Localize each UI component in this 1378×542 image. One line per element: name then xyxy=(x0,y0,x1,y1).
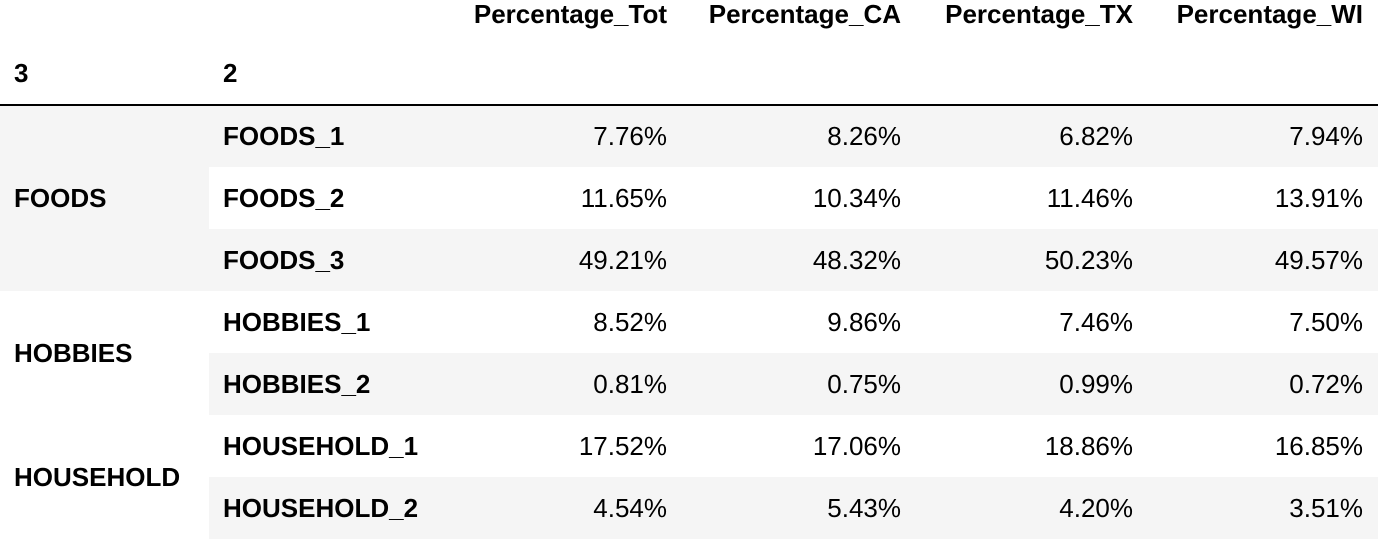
cell-value: 49.21% xyxy=(456,229,682,291)
column-header: Percentage_CA xyxy=(708,0,901,29)
table-row: HOBBIES_2 0.81% 0.75% 0.99% 0.72% xyxy=(0,353,1378,415)
cell-value: 48.32% xyxy=(682,229,916,291)
column-header: Percentage_TX xyxy=(945,0,1133,29)
cell-value: 9.86% xyxy=(827,306,901,337)
column-header-row: Percentage_Tot Percentage_CA Percentage_… xyxy=(0,0,1378,31)
table-row: HOUSEHOLD_2 4.54% 5.43% 4.20% 3.51% xyxy=(0,477,1378,539)
cell-value: 50.23% xyxy=(916,229,1148,291)
blank-header-cell xyxy=(916,31,1148,105)
index-name-row: 3 2 xyxy=(0,31,1378,105)
cell-value: 7.94% xyxy=(1148,105,1378,167)
table-row: FOODS_2 11.65% 10.34% 11.46% 13.91% xyxy=(0,167,1378,229)
cell-value: 7.50% xyxy=(1289,306,1363,337)
group-label: FOODS xyxy=(0,105,209,291)
cell-value: 8.26% xyxy=(682,105,916,167)
row-label: HOBBIES_1 xyxy=(223,306,371,337)
cell-value: 0.81% xyxy=(456,353,682,415)
blank-header-cell xyxy=(682,31,916,105)
blank-header-cell xyxy=(456,31,682,105)
table-row: HOUSEHOLD HOUSEHOLD_1 17.52% 17.06% 18.8… xyxy=(0,415,1378,492)
group-label: HOBBIES xyxy=(14,337,133,368)
cell-value: 8.52% xyxy=(593,306,667,337)
table-row: FOODS_3 49.21% 48.32% 50.23% 49.57% xyxy=(0,229,1378,291)
cell-value: 0.72% xyxy=(1148,353,1378,415)
table-row: HOBBIES HOBBIES_1 8.52% 9.86% 7.46% 7.50… xyxy=(0,291,1378,368)
row-label: HOBBIES_2 xyxy=(209,353,456,415)
table-row: FOODS FOODS_1 7.76% 8.26% 6.82% 7.94% xyxy=(0,105,1378,291)
blank-header-cell xyxy=(0,0,209,31)
group-label: HOUSEHOLD xyxy=(14,461,181,492)
index-name-level-0: 3 xyxy=(14,58,29,88)
cell-value: 18.86% xyxy=(1044,430,1133,461)
row-label: HOUSEHOLD_1 xyxy=(223,430,419,461)
cell-value: 3.51% xyxy=(1148,477,1378,539)
cell-value: 13.91% xyxy=(1274,182,1363,213)
cell-value: 5.43% xyxy=(682,477,916,539)
row-label: FOODS_3 xyxy=(209,229,456,291)
row-label: HOUSEHOLD_2 xyxy=(209,477,456,539)
column-header: Percentage_Tot xyxy=(473,0,667,29)
cell-value: 4.54% xyxy=(456,477,682,539)
cell-value: 11.46% xyxy=(1046,182,1133,213)
cell-value: 6.82% xyxy=(916,105,1148,167)
cell-value: 11.65% xyxy=(580,182,667,213)
cell-value: 7.76% xyxy=(456,105,682,167)
blank-header-cell xyxy=(209,0,456,31)
row-label: FOODS_2 xyxy=(223,182,345,213)
cell-value: 4.20% xyxy=(916,477,1148,539)
cell-value: 16.85% xyxy=(1274,430,1363,461)
cell-value: 17.06% xyxy=(812,430,901,461)
cell-value: 10.34% xyxy=(812,182,901,213)
row-label: FOODS_1 xyxy=(209,105,456,167)
column-header: Percentage_WI xyxy=(1176,0,1363,29)
index-name-level-1: 2 xyxy=(223,58,238,88)
cell-value: 0.99% xyxy=(916,353,1148,415)
cell-value: 49.57% xyxy=(1148,229,1378,291)
cell-value: 17.52% xyxy=(578,430,667,461)
cell-value: 7.46% xyxy=(1059,306,1133,337)
cell-value: 0.75% xyxy=(682,353,916,415)
blank-header-cell xyxy=(1148,31,1378,105)
